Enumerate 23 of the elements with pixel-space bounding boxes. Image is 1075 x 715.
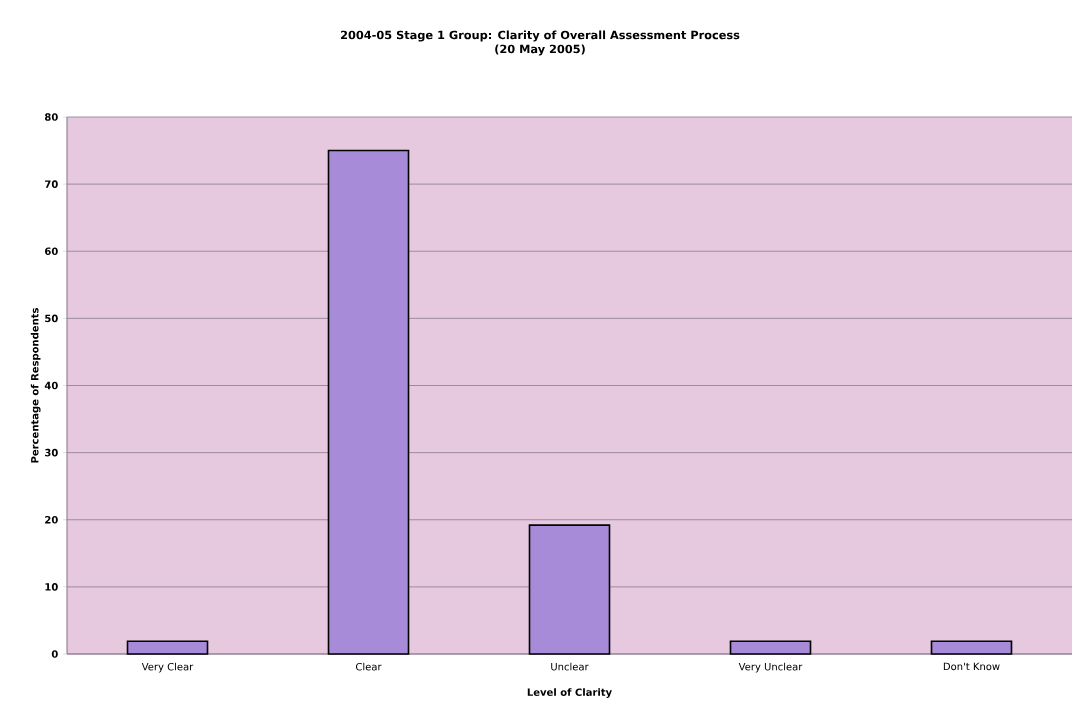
chart-title: 2004-05 Stage 1 Group: Clarity of Overall Assessment Process	[341, 30, 740, 42]
bar	[327, 149, 410, 655]
y-tick-label: 70	[45, 180, 58, 188]
x-tick-label: Clear	[355, 662, 382, 671]
x-tick-label: Very Unclear	[738, 662, 803, 673]
bar	[528, 524, 611, 655]
y-axis-title: Percentage of Respondents	[30, 308, 41, 463]
y-tick-label: 10	[45, 583, 58, 591]
y-tick-label: 30	[45, 448, 58, 457]
bar	[930, 640, 1013, 655]
y-tick-label: 60	[45, 247, 58, 256]
chart-subtitle: (20 May 2005)	[495, 44, 585, 56]
x-tick-label: Don't Know	[943, 662, 1000, 671]
y-tick-label: 40	[44, 381, 58, 390]
y-tick-label: 50	[45, 314, 58, 323]
x-tick-label: Unclear	[551, 662, 589, 671]
bar	[729, 640, 812, 655]
y-tick-label: 20	[45, 515, 58, 524]
x-axis-title: Level of Clarity	[527, 688, 612, 698]
x-tick-label: Very Clear	[141, 662, 194, 673]
y-tick-label: 0	[51, 650, 58, 658]
y-tick-label: 80	[44, 113, 58, 121]
bar	[126, 640, 209, 655]
